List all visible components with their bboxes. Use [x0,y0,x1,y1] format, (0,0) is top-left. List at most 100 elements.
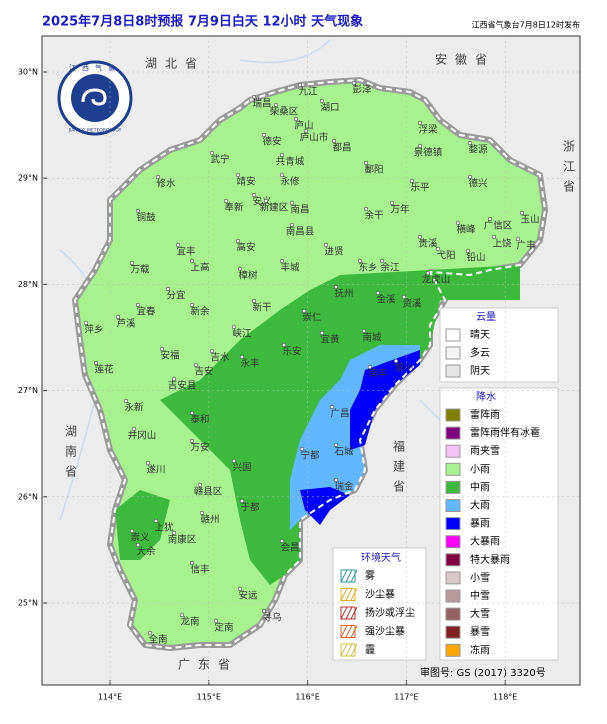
legend-swatch [340,643,356,657]
city-marker [165,286,171,292]
city-label: 铜鼓 [136,212,156,224]
city-marker [199,510,205,516]
city-marker [263,198,269,204]
city-marker [155,174,161,180]
city-label: 永丰 [240,358,259,370]
legend-swatch [445,346,461,360]
city-label: 共青城 [276,156,305,168]
lat-label: 27°N [18,386,38,395]
city-label: 奉新 [224,202,244,214]
legend: 云量晴天多云阴天降水雷阵雨雷阵雨伴有冰雹雨夹雪小雨中雨大雨暴雨大暴雨特大暴雨小雪… [332,307,559,661]
city-label: 萍乡 [84,325,103,336]
region-label: 安徽省 [435,52,495,67]
city-marker [123,398,129,404]
city-label: 安福 [160,350,179,362]
logo-english: JIANGXI METEOROLOGY [68,128,122,134]
city-marker [333,284,339,290]
city-marker [487,216,493,222]
moderate-rain-area [115,490,170,560]
city-marker [237,266,243,272]
city-label: 新余 [190,306,210,318]
city-label: 上高 [190,262,209,274]
legend-swatch [445,553,461,567]
city-label: 东乡 [358,262,377,274]
city-label: 龙南 [180,616,199,628]
city-marker [455,220,461,226]
city-label: 峡江 [232,328,252,340]
legend-hatch [345,588,353,601]
city-marker [319,98,325,104]
legend-swatch [445,607,461,621]
city-marker [231,458,237,464]
city-marker [331,138,337,144]
city-marker [367,364,373,370]
city-marker [251,192,257,198]
city-marker [223,198,229,204]
city-marker [465,248,471,254]
city-label: 新建区 [260,202,289,214]
city-label: 铅山 [466,252,485,264]
city-marker [351,80,357,86]
city-marker [171,530,177,536]
city-label: 上犹 [154,523,174,534]
city-label: 高安 [236,242,255,254]
legend-swatch [445,480,461,494]
city-marker [209,348,215,354]
legend-swatch [445,364,461,378]
city-label: 石城 [334,447,354,458]
city-marker [235,238,241,244]
city-marker [179,612,185,618]
city-label: 泰和 [190,414,209,426]
legend-swatch [445,499,461,512]
legend-swatch [445,535,461,549]
legend-label: 阴天 [470,365,490,377]
city-marker [401,294,407,300]
legend-label: 大雪 [470,607,490,620]
legend-swatch [445,444,461,458]
city-label: 弋阳 [436,250,455,262]
city-marker [361,328,367,334]
region-label: 广东省 [178,658,238,672]
city-label: 万载 [130,264,150,276]
city-label: 南昌 [290,204,309,216]
city-label: 庐山 [294,120,313,132]
city-label: 进贤 [324,247,344,258]
legend-swatch [340,606,356,620]
approval-number: 审图号: GS (2017) 3320号 [420,666,546,679]
city-marker [189,560,195,566]
city-marker [237,586,243,592]
city-marker [279,152,285,158]
city-label: 景德镇 [414,147,443,159]
city-label: 横峰 [456,224,476,236]
legend-label: 雷阵雨 [470,408,500,421]
legend-hatch [345,625,353,638]
legend-hatch [340,625,348,638]
legend-title: 云量 [476,311,496,323]
legend-hatch [340,606,348,620]
city-label: 广信区 [484,220,513,232]
city-label: 新干 [252,302,271,314]
city-marker [515,236,521,242]
lon-label: 117°E [394,693,418,702]
env-legend-box [332,547,427,661]
city-label: 修水 [156,178,176,190]
legend-label: 暴雨 [470,518,490,530]
city-label: 莲花 [94,364,114,376]
city-marker [417,120,423,126]
city-label: 瑞昌 [252,98,271,110]
legend-label: 大雨 [470,499,490,512]
city-label: 黎川 [394,362,413,374]
city-label: 万安 [190,442,209,454]
city-label: 分宜 [166,290,185,302]
city-marker [375,290,381,296]
city-label: 抚州 [334,288,353,300]
city-marker [239,354,245,360]
city-label: 婺源 [468,145,488,156]
city-marker [333,442,339,448]
city-marker [319,330,325,336]
city-marker [231,324,237,330]
city-marker [289,200,295,206]
city-label: 永新 [124,402,144,414]
city-marker [251,298,257,304]
lat-label: 30°N [18,68,38,77]
